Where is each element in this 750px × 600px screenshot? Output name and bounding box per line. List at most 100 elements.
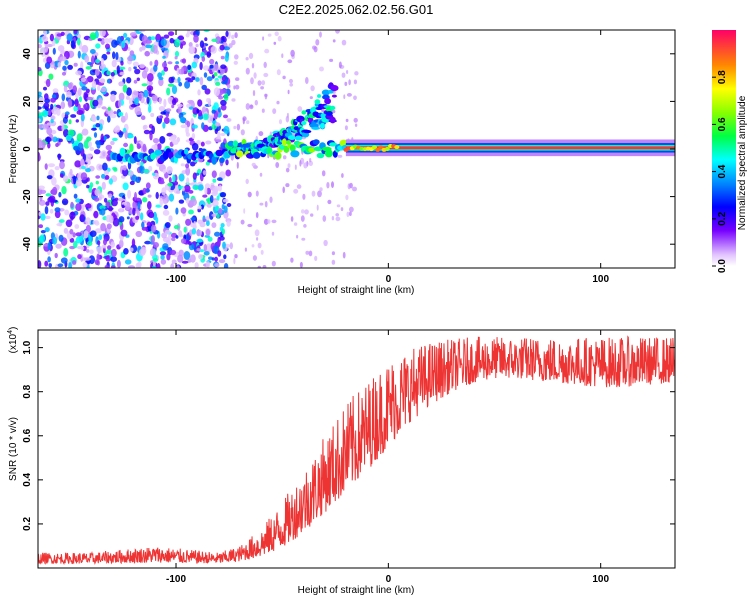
- noise-blob: [133, 66, 137, 70]
- noise-blob: [63, 227, 69, 234]
- noise-blob: [92, 220, 97, 225]
- noise-blob: [200, 141, 205, 147]
- noise-blob: [110, 72, 115, 77]
- noise-blob: [193, 246, 198, 251]
- noise-blob: [86, 249, 90, 253]
- noise-blob: [244, 247, 247, 252]
- noise-blob: [197, 89, 201, 96]
- noise-blob: [169, 249, 177, 256]
- noise-blob: [41, 123, 49, 130]
- noise-blob: [163, 34, 170, 39]
- noise-blob: [340, 207, 344, 212]
- noise-blob: [219, 192, 227, 198]
- noise-blob: [73, 30, 78, 35]
- noise-blob: [221, 80, 228, 85]
- noise-blob: [132, 200, 138, 210]
- noise-blob: [119, 239, 124, 248]
- noise-blob: [73, 62, 78, 67]
- noise-blob: [147, 201, 152, 210]
- noise-blob: [94, 68, 100, 76]
- noise-blob: [205, 140, 212, 145]
- noise-blob: [348, 79, 351, 86]
- noise-blob: [221, 204, 225, 210]
- snr-x-tick-label: 100: [592, 574, 609, 585]
- noise-blob: [103, 38, 110, 44]
- noise-blob: [257, 265, 261, 268]
- noise-blob: [313, 46, 318, 53]
- noise-blob: [70, 40, 76, 49]
- noise-blob: [303, 162, 308, 169]
- noise-blob: [122, 182, 129, 191]
- converging-band-blob: [232, 140, 239, 147]
- noise-blob: [166, 253, 171, 261]
- noise-blob: [99, 30, 106, 37]
- noise-blob: [93, 197, 100, 202]
- noise-blob: [282, 75, 286, 80]
- noise-blob: [91, 115, 97, 123]
- noise-blob: [233, 125, 237, 130]
- weak-band-blob: [215, 149, 224, 157]
- noise-blob: [73, 105, 78, 112]
- noise-blob: [209, 195, 214, 203]
- noise-blob: [260, 249, 264, 255]
- noise-blob: [38, 260, 42, 268]
- noise-blob: [165, 112, 169, 118]
- colorbar-gradient: [712, 30, 736, 266]
- noise-blob: [81, 86, 88, 91]
- noise-blob: [162, 55, 166, 59]
- noise-blob: [103, 170, 110, 175]
- noise-blob: [206, 187, 211, 195]
- noise-blob: [213, 102, 219, 110]
- noise-blob: [141, 70, 148, 79]
- noise-blob: [162, 209, 170, 216]
- noise-blob: [345, 118, 349, 123]
- noise-blob: [118, 66, 126, 70]
- noise-blob: [115, 52, 119, 60]
- noise-blob: [50, 115, 56, 121]
- noise-blob: [176, 265, 180, 268]
- noise-blob: [197, 116, 204, 120]
- noise-blob: [103, 197, 108, 203]
- noise-blob: [185, 167, 191, 176]
- noise-blob: [51, 94, 57, 99]
- noise-blob: [98, 234, 103, 241]
- noise-blob: [317, 190, 322, 198]
- noise-blob: [124, 112, 128, 121]
- noise-blob: [201, 84, 207, 91]
- noise-blob: [110, 265, 116, 268]
- noise-blob: [62, 71, 66, 76]
- noise-blob: [93, 132, 98, 138]
- noise-blob: [231, 34, 235, 40]
- noise-blob: [68, 119, 72, 125]
- noise-blob: [299, 261, 303, 268]
- snr-y-label: SNR (10 * v/v): [8, 417, 19, 481]
- noise-blob: [168, 215, 173, 222]
- noise-blob: [50, 97, 56, 103]
- noise-blob: [93, 149, 101, 155]
- noise-blob: [285, 183, 290, 188]
- noise-blob: [245, 67, 250, 75]
- noise-blob: [185, 132, 190, 137]
- noise-blob: [163, 66, 169, 72]
- rising-branch-blob: [311, 126, 321, 130]
- noise-blob: [331, 181, 334, 189]
- noise-blob: [319, 66, 324, 72]
- noise-blob: [346, 70, 349, 74]
- noise-blob: [226, 118, 232, 122]
- noise-blob: [78, 96, 82, 103]
- noise-blob: [119, 71, 125, 76]
- noise-blob: [223, 263, 229, 268]
- noise-blob: [178, 173, 185, 182]
- noise-blob: [336, 204, 341, 208]
- noise-blob: [203, 251, 210, 256]
- noise-blob: [127, 56, 134, 62]
- noise-blob: [132, 61, 139, 67]
- noise-blob: [75, 203, 82, 212]
- noise-blob: [263, 72, 269, 78]
- noise-blob: [277, 35, 282, 42]
- noise-blob: [85, 167, 91, 173]
- noise-blob: [219, 226, 224, 232]
- noise-blob: [110, 140, 115, 146]
- noise-blob: [242, 117, 245, 125]
- noise-blob: [281, 53, 284, 58]
